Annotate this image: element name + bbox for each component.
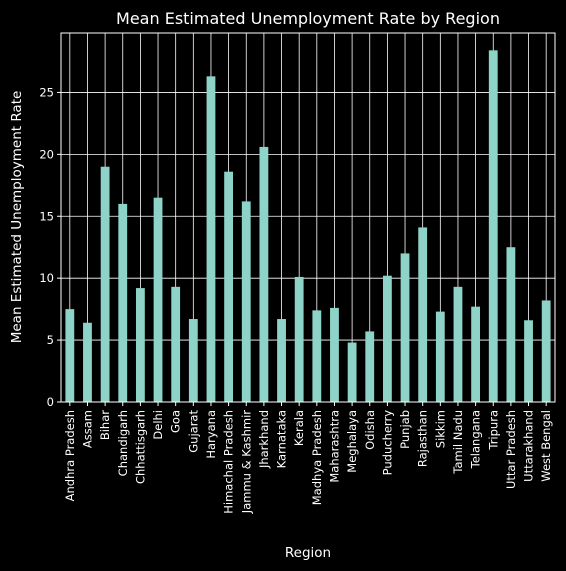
- y-tick-label: 15: [39, 209, 54, 223]
- x-axis-label: Region: [285, 545, 331, 561]
- bar-maharashtra: [330, 307, 339, 402]
- x-tick-label: Chandigarh: [116, 410, 130, 476]
- x-tick-label: Jammu & Kashmir: [239, 410, 253, 514]
- bar-punjab: [400, 253, 410, 402]
- bar-uttar-pradesh: [506, 247, 516, 402]
- bar-chandigarh: [118, 203, 128, 402]
- bar-jharkhand: [259, 146, 269, 402]
- x-tick-label: Chhattisgarh: [133, 410, 147, 484]
- x-tick-label: Tripura: [486, 410, 500, 451]
- bar-uttarakhand: [524, 320, 533, 402]
- bar-gujarat: [188, 319, 198, 402]
- x-tick-label: Delhi: [151, 410, 165, 440]
- bar-odisha: [365, 331, 375, 402]
- x-tick-label: Uttar Pradesh: [504, 410, 518, 489]
- x-tick-label: Uttarakhand: [522, 410, 536, 482]
- y-axis-label: Mean Estimated Unemployment Rate: [9, 91, 25, 344]
- bar-meghalaya: [347, 342, 357, 402]
- bar-haryana: [206, 76, 216, 402]
- y-tick-label: 20: [39, 147, 54, 161]
- x-tick-label: Bihar: [98, 410, 112, 440]
- x-tick-label: Maharashtra: [327, 410, 341, 483]
- x-tick-label: Madhya Pradesh: [310, 410, 324, 505]
- x-tick-label: Telangana: [469, 410, 483, 469]
- chart-title: Mean Estimated Unemployment Rate by Regi…: [116, 9, 500, 28]
- bar-west-bengal: [541, 300, 551, 402]
- x-tick-label: Puducherry: [380, 410, 394, 476]
- x-tick-label: Andhra Pradesh: [63, 410, 77, 501]
- bar-madhya-pradesh: [312, 310, 322, 402]
- y-tick-label: 0: [47, 395, 54, 409]
- x-axis-ticks: Andhra Pradesh Assam Bihar Chandigarh Chhatt…: [63, 402, 553, 514]
- x-tick-label: Rajasthan: [416, 410, 430, 467]
- bar-telangana: [471, 306, 481, 402]
- x-tick-label: Himachal Pradesh: [222, 410, 236, 514]
- x-tick-label: Meghalaya: [345, 410, 359, 473]
- x-tick-label: Jharkhand: [257, 410, 271, 469]
- y-tick-label: 5: [47, 333, 54, 347]
- bar-tamil-nadu: [453, 286, 463, 402]
- bar-andhra-pradesh: [65, 309, 75, 402]
- bar-jammu-kashmir: [241, 201, 251, 402]
- x-tick-label: Gujarat: [186, 410, 200, 453]
- x-tick-label: Karnataka: [275, 410, 289, 468]
- x-tick-label: Goa: [169, 410, 183, 433]
- y-axis-ticks: 0 5 10 15 20 25: [39, 85, 61, 409]
- bar-delhi: [153, 197, 163, 402]
- bar-bihar: [100, 166, 110, 402]
- x-tick-label: Kerala: [292, 410, 306, 446]
- bar-assam: [83, 322, 92, 402]
- x-tick-label: Haryana: [204, 410, 218, 459]
- bar-kerala: [294, 276, 304, 402]
- bar-himachal-pradesh: [224, 171, 234, 402]
- x-tick-label: Sikkim: [433, 410, 447, 448]
- y-tick-label: 25: [39, 85, 54, 99]
- x-tick-label: Punjab: [398, 410, 412, 449]
- bar-puducherry: [382, 275, 392, 402]
- y-tick-label: 10: [39, 271, 54, 285]
- bar-tripura: [488, 50, 498, 402]
- x-tick-label: Odisha: [363, 410, 377, 450]
- bars: [65, 50, 551, 402]
- bar-rajasthan: [418, 227, 428, 402]
- bar-goa: [171, 286, 181, 402]
- bar-karnataka: [277, 319, 286, 402]
- x-tick-label: Assam: [80, 410, 94, 448]
- bar-sikkim: [435, 311, 445, 402]
- x-tick-label: Tamil Nadu: [451, 410, 465, 475]
- bar-chhattisgarh: [135, 288, 145, 402]
- x-tick-label: West Bengal: [539, 410, 553, 482]
- plot-frame: [60, 32, 556, 403]
